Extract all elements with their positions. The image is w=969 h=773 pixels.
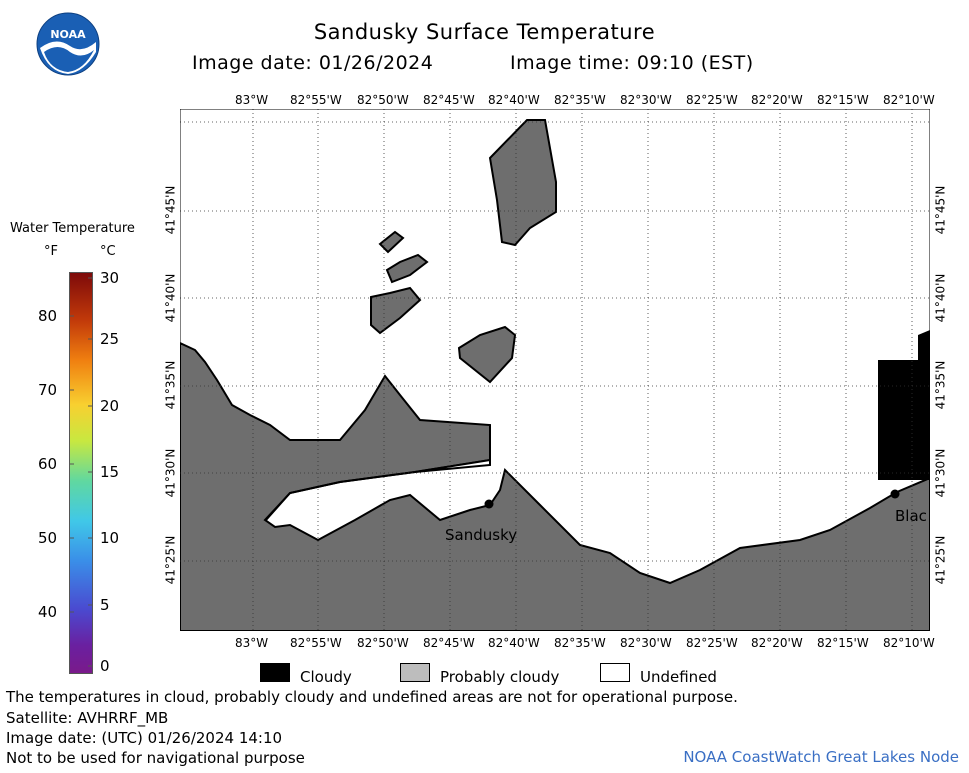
lon-label-bottom: 82°40'W bbox=[488, 636, 540, 650]
lat-label-left: 41°30'N bbox=[163, 448, 178, 498]
colorbar bbox=[69, 272, 93, 674]
colorbar-f-tick: 50 bbox=[38, 529, 58, 547]
colorbar-c-tick: 0 bbox=[100, 657, 110, 675]
lon-label-bottom: 82°10'W bbox=[883, 636, 935, 650]
footer-disclaimer: The temperatures in cloud, probably clou… bbox=[6, 688, 738, 706]
lat-label-left: 41°40'N bbox=[163, 273, 178, 323]
lat-label-right: 41°35'N bbox=[933, 360, 948, 410]
sandusky-marker bbox=[484, 499, 494, 509]
lat-label-right: 41°45'N bbox=[933, 185, 948, 235]
colorbar-c-tick: 20 bbox=[100, 397, 120, 415]
legend-undefined-swatch bbox=[600, 663, 630, 682]
colorbar-title: Water Temperature bbox=[10, 221, 135, 236]
blac-marker bbox=[890, 489, 900, 499]
page-title: Sandusky Surface Temperature bbox=[313, 20, 656, 44]
cloudy-region bbox=[878, 330, 930, 480]
lon-label-bottom: 82°15'W bbox=[817, 636, 869, 650]
island-small-1 bbox=[378, 230, 405, 254]
footer-navigation-warning: Not to be used for navigational purpose bbox=[6, 749, 305, 767]
mainland-shore bbox=[179, 341, 931, 632]
lat-label-left: 41°35'N bbox=[163, 360, 178, 410]
colorbar-unit-c: °C bbox=[100, 244, 116, 259]
legend-undefined-label: Undefined bbox=[640, 668, 717, 686]
legend-probably-cloudy-label: Probably cloudy bbox=[440, 668, 560, 686]
legend-probably-cloudy-swatch bbox=[400, 663, 430, 682]
legend-cloudy-swatch bbox=[260, 663, 290, 682]
island-small-4 bbox=[457, 325, 517, 384]
lon-label-top: 82°25'W bbox=[686, 93, 738, 107]
sandusky-label: Sandusky bbox=[445, 526, 518, 544]
lon-label-bottom: 82°55'W bbox=[290, 636, 342, 650]
colorbar-unit-f: °F bbox=[44, 244, 58, 259]
colorbar-c-tick: 10 bbox=[100, 529, 120, 547]
lon-label-bottom: 82°50'W bbox=[357, 636, 409, 650]
sandusky-bay bbox=[265, 458, 491, 521]
colorbar-c-tick: 25 bbox=[100, 330, 120, 348]
lon-label-top: 82°35'W bbox=[554, 93, 606, 107]
lat-label-left: 41°45'N bbox=[163, 185, 178, 235]
lon-label-bottom: 82°25'W bbox=[686, 636, 738, 650]
lon-label-bottom: 82°35'W bbox=[554, 636, 606, 650]
lat-label-right: 41°25'N bbox=[933, 535, 948, 585]
lat-label-left: 41°25'N bbox=[163, 535, 178, 585]
lat-label-right: 41°30'N bbox=[933, 448, 948, 498]
lon-label-bottom: 83°W bbox=[235, 636, 269, 650]
lon-label-bottom: 82°30'W bbox=[620, 636, 672, 650]
colorbar-c-tick: 15 bbox=[100, 463, 120, 481]
lat-label-right: 41°40'N bbox=[933, 273, 948, 323]
lon-label-top: 82°30'W bbox=[620, 93, 672, 107]
lon-label-top: 82°20'W bbox=[751, 93, 803, 107]
lon-label-top: 82°55'W bbox=[290, 93, 342, 107]
island-kelleys bbox=[488, 119, 557, 247]
map-panel bbox=[179, 108, 931, 632]
island-small-3 bbox=[370, 286, 422, 335]
image-time-label: Image time: 09:10 (EST) bbox=[510, 52, 754, 74]
footer-utc-date: Image date: (UTC) 01/26/2024 14:10 bbox=[6, 729, 283, 747]
lon-label-top: 83°W bbox=[235, 93, 269, 107]
lon-label-top: 82°45'W bbox=[423, 93, 475, 107]
blac-label: Blac bbox=[895, 507, 927, 525]
lon-label-top: 82°15'W bbox=[817, 93, 869, 107]
footer-satellite: Satellite: AVHRRF_MB bbox=[6, 709, 169, 727]
svg-text:NOAA: NOAA bbox=[50, 28, 86, 41]
colorbar-c-tick: 30 bbox=[100, 269, 120, 287]
lon-label-top: 82°40'W bbox=[488, 93, 540, 107]
footer-credit: NOAA CoastWatch Great Lakes Node bbox=[683, 748, 959, 766]
image-date-label: Image date: 01/26/2024 bbox=[192, 52, 434, 74]
lon-label-top: 82°50'W bbox=[357, 93, 409, 107]
lon-label-top: 82°10'W bbox=[883, 93, 935, 107]
legend-cloudy-label: Cloudy bbox=[300, 668, 352, 686]
lon-label-bottom: 82°20'W bbox=[751, 636, 803, 650]
island-small-2 bbox=[385, 253, 429, 284]
colorbar-f-tick: 60 bbox=[38, 455, 58, 473]
colorbar-f-tick: 80 bbox=[38, 307, 58, 325]
colorbar-f-tick: 70 bbox=[38, 381, 58, 399]
noaa-logo: NOAA bbox=[36, 12, 100, 76]
lon-label-bottom: 82°45'W bbox=[423, 636, 475, 650]
colorbar-f-tick: 40 bbox=[38, 603, 58, 621]
colorbar-c-tick: 5 bbox=[100, 596, 110, 614]
